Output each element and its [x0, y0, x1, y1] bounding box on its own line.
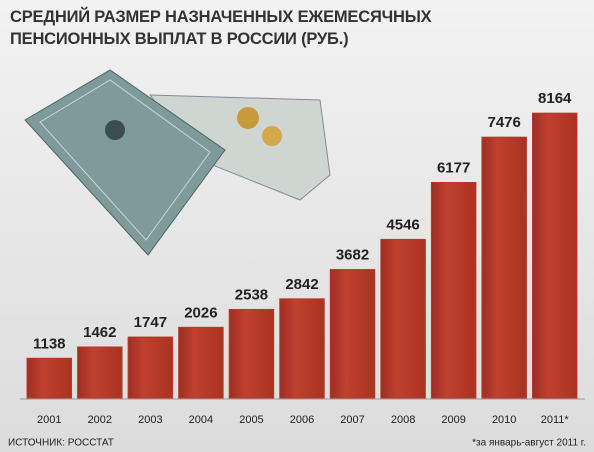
x-tick-label: 2008: [391, 414, 415, 426]
x-tick-label: 2011*: [541, 414, 570, 426]
value-label: 3682: [336, 247, 369, 264]
value-label: 6177: [437, 159, 470, 176]
x-tick-label: 2001: [37, 414, 61, 426]
bar: [481, 136, 527, 399]
chart-title: СРЕДНИЙ РАЗМЕР НАЗНАЧЕННЫХ ЕЖЕМЕСЯЧНЫХ П…: [10, 8, 432, 48]
value-label: 4546: [386, 216, 419, 233]
bar: [178, 326, 224, 399]
value-label: 7476: [487, 114, 520, 131]
value-label: 8164: [538, 90, 572, 107]
value-label: 2842: [285, 276, 318, 293]
bar: [380, 238, 426, 399]
value-label: 1462: [83, 324, 116, 341]
value-label: 1138: [33, 335, 66, 352]
x-tick-label: 2003: [138, 414, 162, 426]
x-tick-label: 2009: [441, 414, 465, 426]
bar: [329, 269, 376, 399]
bar: [228, 308, 275, 399]
x-tick-label: 2004: [189, 414, 213, 426]
x-tick-label: 2010: [492, 414, 516, 426]
pension-book-illustration: [24, 69, 331, 256]
bar: [531, 112, 578, 399]
value-label: 2026: [184, 304, 217, 321]
x-tick-label: 2006: [290, 414, 314, 426]
value-label: 1747: [134, 314, 167, 331]
x-tick-label: 2002: [88, 414, 112, 426]
x-tick-label: 2007: [340, 414, 364, 426]
bar: [279, 298, 325, 399]
bar: [127, 336, 174, 399]
bar: [77, 346, 123, 399]
value-label: 2538: [235, 286, 268, 303]
source: ИСТОЧНИК: РОССТАТ: [8, 438, 114, 449]
bar: [26, 357, 73, 399]
bar: [430, 181, 477, 399]
footnote: *за январь-август 2011 г.: [472, 438, 586, 449]
x-tick-label: 2005: [239, 414, 263, 426]
